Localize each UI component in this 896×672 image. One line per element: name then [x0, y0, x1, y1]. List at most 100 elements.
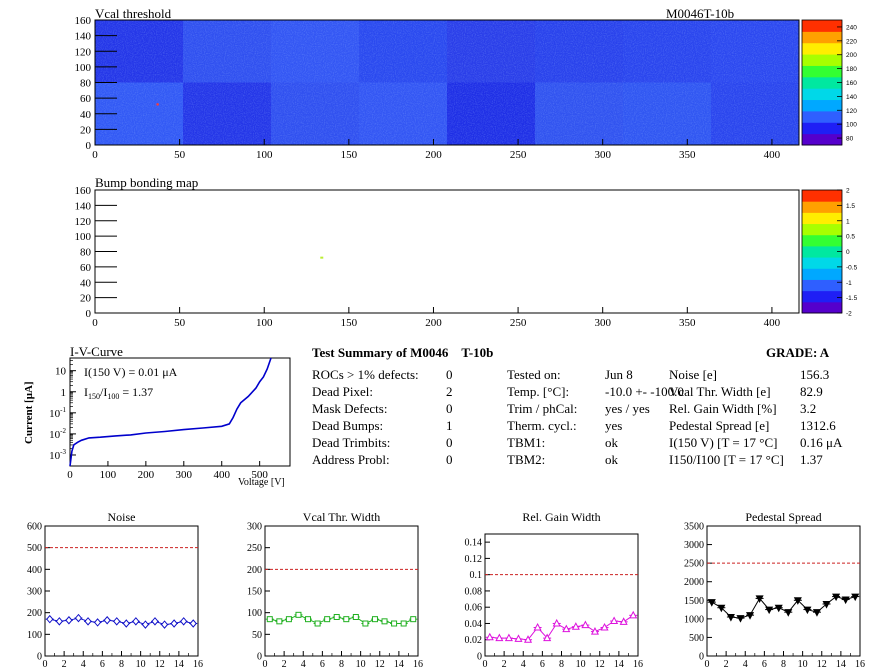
- summary-title: Test Summary of M0046 T-10b: [312, 345, 493, 361]
- vcal-colorbar-tick-label: 80: [846, 136, 854, 143]
- noise-point: [160, 620, 169, 629]
- vcal-map-ytick-label: 120: [75, 46, 92, 58]
- iv-xtick-label: 400: [213, 469, 230, 481]
- iv-ytick-label: 1: [61, 387, 67, 399]
- vcal-colorbar-tick-label: 180: [846, 66, 857, 73]
- result-label: Pedestal Spread [e]: [669, 418, 770, 433]
- pedestal-spread-point: [755, 595, 764, 603]
- vcal-thr-width-point: [391, 620, 398, 627]
- rel-gain-width-xtick-label: 8: [559, 659, 564, 670]
- noise-title: Noise: [108, 510, 136, 524]
- condition-value: -10.0 +- -100.0: [605, 384, 684, 399]
- defect-label: ROCs > 1% defects:: [312, 367, 419, 382]
- rel-gain-width-ytick-label: 0.02: [465, 635, 483, 646]
- vcal-thr-width-ytick-label: 250: [247, 543, 262, 554]
- rel-gain-width-ytick-label: 0: [477, 652, 482, 663]
- defect-value: 0: [446, 367, 453, 382]
- pedestal-spread-point: [745, 612, 755, 620]
- vcal-thr-width-point: [324, 616, 331, 623]
- rel-gain-width-ytick-label: 0.12: [465, 554, 483, 565]
- pedestal-spread-point: [726, 614, 735, 622]
- bump-bonding-colorbar: -2 -1.5 -1 -0.5 0 0.5 1 1.5 2: [801, 188, 858, 318]
- rel-gain-width-ytick-label: 0.14: [465, 538, 483, 549]
- bump-map-xtick-label: 100: [256, 317, 273, 329]
- iv-xtick-label: 300: [176, 469, 193, 481]
- pedestal-spread-ytick-label: 2500: [684, 559, 704, 570]
- rel-gain-width-point: [619, 617, 628, 625]
- vcal-thr-width-point: [400, 620, 407, 627]
- pedestal-spread-xtick-label: 14: [836, 659, 846, 670]
- bump-map-xtick-label: 250: [510, 317, 527, 329]
- defect-label: Mask Defects:: [312, 401, 388, 416]
- vcal-colorbar-tick-label: 240: [846, 24, 857, 31]
- noise-point: [46, 614, 54, 624]
- vcal-map-xtick-label: 0: [92, 149, 98, 161]
- noise-point: [55, 617, 64, 626]
- vcal-colorbar-swatch: [802, 122, 842, 135]
- noise-frame: [44, 525, 199, 657]
- vcal-colorbar-tick-label: 220: [846, 38, 857, 45]
- vcal-colorbar-tick-label: 100: [846, 122, 857, 129]
- bump-map-ytick-label: 60: [80, 262, 92, 274]
- dead-bump-point: [320, 256, 324, 259]
- noise-xtick-label: 16: [193, 659, 203, 670]
- vcal-colorbar-swatch: [802, 65, 842, 78]
- bump-colorbar-swatch: [802, 201, 842, 213]
- vcal-threshold-colorbar: 80 100 120 140 160 180 200 220 240: [801, 19, 857, 146]
- pedestal-spread-point: [803, 606, 812, 615]
- vcal-map-xtick-label: 300: [594, 149, 611, 161]
- pedestal-spread-point: [812, 609, 822, 617]
- condition-value: yes / yes: [605, 401, 650, 416]
- vcal-map-xtick-label: 400: [764, 149, 781, 161]
- vcal-map-ytick-label: 40: [80, 109, 92, 121]
- bump-colorbar-swatch: [802, 268, 842, 280]
- rel-gain-width-ytick-label: 0.04: [465, 619, 483, 630]
- vcal-map-xtick-label: 200: [425, 149, 442, 161]
- bump-map-ytick-label: 140: [75, 200, 92, 212]
- rel-gain-width-point: [523, 635, 533, 643]
- noise-ytick-label: 500: [27, 543, 42, 554]
- pedestal-spread-xtick-label: 2: [724, 659, 729, 670]
- iv-ratio-sub2: 100: [107, 392, 119, 401]
- bump-bonding-map-axes: 0 50 100 150 200 250 300 350 4000204060801001201…: [75, 185, 781, 329]
- rel-gain-width-point: [629, 610, 638, 619]
- result-value: 1312.6: [800, 418, 836, 433]
- vcal-colorbar-swatch: [802, 88, 842, 101]
- pedestal-spread-title: Pedestal Spread: [745, 510, 821, 524]
- pedestal-spread-ytick-label: 1000: [684, 614, 704, 625]
- pedestal-spread-ytick-label: 0: [699, 652, 704, 663]
- vcal-map-ytick-label: 20: [80, 124, 92, 136]
- vcal-thr-width-point: [381, 618, 388, 625]
- noise-plot: Noise 0 2 4 6 8 10 12 14 16 0 100 200 300 400 500 600: [27, 510, 203, 670]
- rel-gain-width-point: [552, 618, 561, 627]
- iv-curve-chart: I-V-Curve 0 100 200 300 400 500 10-3 10-2 10-1 1 1…: [23, 344, 291, 488]
- pedestal-spread-point: [765, 606, 774, 615]
- vcal-threshold-map-noise: [95, 20, 799, 145]
- noise-xtick-label: 14: [174, 659, 184, 670]
- vcal-colorbar-swatch: [802, 31, 842, 44]
- result-label: I150/I100 [T = 17 °C]: [669, 452, 784, 467]
- bump-colorbar-tick-label: 0.5: [846, 234, 855, 241]
- rel-gain-width-xtick-label: 4: [521, 659, 526, 670]
- bump-colorbar-swatch: [802, 301, 842, 314]
- rel-gain-width-point: [504, 633, 513, 642]
- defect-label: Dead Bumps:: [312, 418, 384, 433]
- bump-colorbar-tick-label: 1: [846, 218, 850, 225]
- vcal-thr-width-point: [362, 620, 369, 627]
- vcal-map-xtick-label: 350: [679, 149, 696, 161]
- iv-xtick-label: 100: [100, 469, 117, 481]
- vcal-colorbar-tick-label: 160: [846, 80, 857, 87]
- condition-label: TBM2:: [507, 452, 546, 467]
- noise-point: [93, 618, 102, 627]
- iv-annotation-ratio: I150/I100 = 1.37: [84, 385, 153, 401]
- condition-label: TBM1:: [507, 435, 546, 450]
- bump-colorbar-swatch: [802, 290, 842, 303]
- pedestal-spread-point: [841, 596, 850, 605]
- condition-label: Trim / phCal:: [507, 401, 578, 416]
- bump-map-xtick-label: 200: [425, 317, 442, 329]
- vcal-thr-width-xtick-label: 0: [263, 659, 268, 670]
- rel-gain-width-point: [581, 620, 590, 629]
- vcal-thr-width-frame: [264, 525, 419, 657]
- noise-xtick-label: 12: [155, 659, 165, 670]
- vcal-thr-width-point: [266, 616, 273, 623]
